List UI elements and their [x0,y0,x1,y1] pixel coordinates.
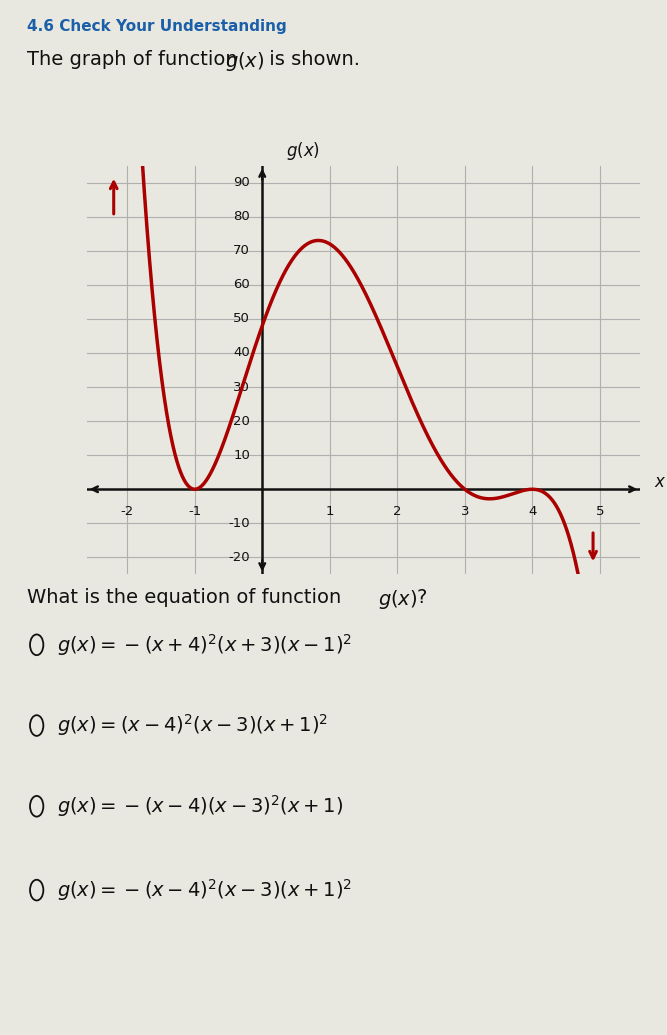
Text: 10: 10 [233,449,250,462]
Text: 3: 3 [460,505,469,518]
Text: -20: -20 [229,551,250,564]
Text: $g(x)$: $g(x)$ [285,140,319,162]
Text: 30: 30 [233,381,250,393]
Text: -10: -10 [229,516,250,530]
Text: 20: 20 [233,415,250,427]
Text: 60: 60 [233,278,250,291]
Text: $g(x) = -(x+4)^2(x+3)(x-1)^2$: $g(x) = -(x+4)^2(x+3)(x-1)^2$ [57,631,352,658]
Text: 50: 50 [233,313,250,325]
Text: 1: 1 [325,505,334,518]
Text: The graph of function: The graph of function [27,50,243,68]
Text: is shown.: is shown. [263,50,360,68]
Text: -2: -2 [121,505,134,518]
Text: 40: 40 [233,347,250,359]
Text: $g(x) = (x-4)^2(x-3)(x+1)^2$: $g(x) = (x-4)^2(x-3)(x+1)^2$ [57,712,328,739]
Text: ?: ? [417,588,428,607]
Text: $g(x) = -(x-4)^2(x-3)(x+1)^2$: $g(x) = -(x-4)^2(x-3)(x+1)^2$ [57,877,352,904]
Text: 70: 70 [233,244,250,258]
Text: 2: 2 [393,505,402,518]
Text: 90: 90 [233,176,250,189]
Text: 4.6 Check Your Understanding: 4.6 Check Your Understanding [27,19,286,33]
Text: 4: 4 [528,505,536,518]
Text: 80: 80 [233,210,250,224]
Text: 5: 5 [596,505,604,518]
Text: -1: -1 [188,505,201,518]
Text: $g(x)$: $g(x)$ [225,50,264,72]
Text: $x$: $x$ [654,473,666,492]
Text: $g(x)$: $g(x)$ [378,588,418,611]
Text: What is the equation of function: What is the equation of function [27,588,348,607]
Text: $g(x) = -(x-4)(x-3)^2(x+1)$: $g(x) = -(x-4)(x-3)^2(x+1)$ [57,793,343,820]
